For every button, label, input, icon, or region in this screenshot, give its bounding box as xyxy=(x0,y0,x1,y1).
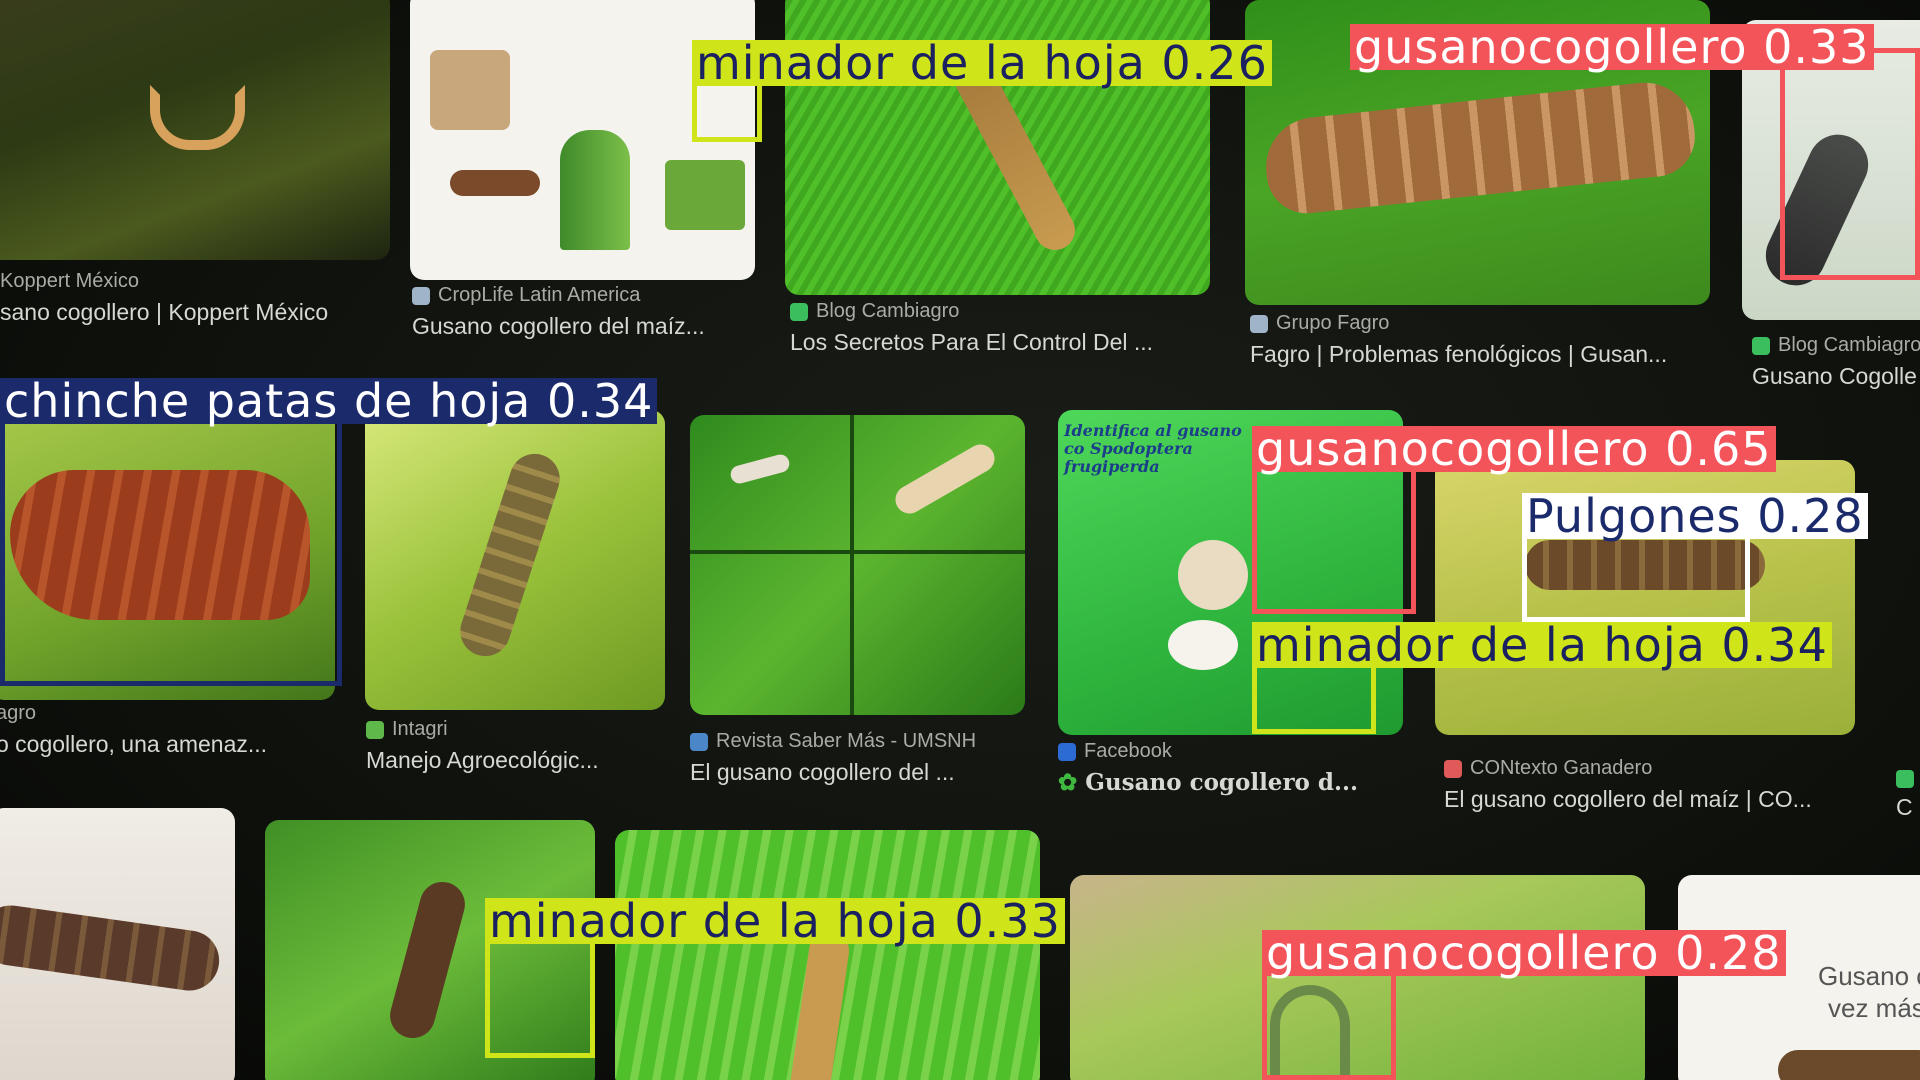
larva-figure xyxy=(1778,1050,1920,1080)
image-tile-row3-5[interactable]: Gusano c vez más xyxy=(1678,875,1920,1080)
caption-title[interactable]: Gusano cogollero del maíz... xyxy=(412,313,705,339)
caption-source: Revista Saber Más - UMSNH xyxy=(690,730,976,753)
caption-cambiagro-1: Blog Cambiagro Los Secretos Para El Cont… xyxy=(790,300,1153,356)
larva-figure xyxy=(1270,985,1350,1080)
caption-source: CONtexto Ganadero xyxy=(1444,757,1812,780)
caption-umsnh: Revista Saber Más - UMSNH El gusano cogo… xyxy=(690,730,976,786)
lifecycle-diagram xyxy=(430,50,510,130)
larva-figure xyxy=(150,85,245,150)
detection-label: minador de la hoja 0.34 xyxy=(1252,622,1832,668)
image-tile-umsnh[interactable] xyxy=(690,415,1025,715)
caption-source: CropLife Latin America xyxy=(412,284,705,307)
plant-illustration xyxy=(560,130,630,250)
caption-contexto: CONtexto Ganadero El gusano cogollero de… xyxy=(1444,757,1812,813)
doc-text-line: Gusano c xyxy=(1818,961,1920,991)
image-tile-intagri[interactable] xyxy=(365,410,665,710)
larva-figure xyxy=(728,452,792,486)
image-tile-row3-2[interactable] xyxy=(265,820,595,1080)
caption-title[interactable]: ✿ Gusano cogollero d... xyxy=(1058,769,1359,796)
caption-agro: agro o cogollero, una amenaz... xyxy=(0,702,267,758)
caption-source: Blog Cambiagro xyxy=(1752,334,1920,357)
caption-source: Intagri xyxy=(366,718,599,741)
detection-label: chinche patas de hoja 0.34 xyxy=(0,378,658,424)
image-tile-koppert[interactable] xyxy=(0,0,390,260)
larva-figure xyxy=(0,901,224,995)
detection-label: Pulgones 0.28 xyxy=(1522,493,1868,539)
detection-label: gusanocogollero 0.28 xyxy=(1262,930,1786,976)
caption-koppert: Koppert México sano cogollero | Koppert … xyxy=(0,270,328,326)
caption-title[interactable]: El gusano cogollero del ... xyxy=(690,759,955,785)
image-tile-row3-1[interactable] xyxy=(0,808,235,1080)
caption-title[interactable]: El gusano cogollero del maíz | CO... xyxy=(1444,786,1812,812)
favicon-icon xyxy=(1444,759,1462,778)
caption-source: agro xyxy=(0,702,37,724)
larva-illustration xyxy=(450,170,540,196)
caption-intagri: Intagri Manejo Agroecológic... xyxy=(366,718,599,774)
favicon-icon xyxy=(1752,336,1770,355)
caption-title[interactable]: C xyxy=(1896,794,1913,820)
image-tile-row3-3[interactable] xyxy=(615,830,1040,1080)
caption-source: Grupo Fagro xyxy=(1250,312,1667,335)
collage-divider xyxy=(850,415,854,715)
doc-text-line: vez más xyxy=(1828,993,1920,1023)
larva-figure xyxy=(1261,77,1699,218)
infographic-title: Identifica al gusano co Spodoptera frugi… xyxy=(1064,421,1242,476)
detection-label: minador de la hoja 0.26 xyxy=(692,40,1272,86)
favicon-icon xyxy=(790,302,808,321)
caption-facebook: Facebook ✿ Gusano cogollero d... xyxy=(1058,740,1358,796)
leaf-icon: ✿ xyxy=(1058,769,1086,796)
image-tile-cambiagro-2[interactable] xyxy=(1742,20,1920,320)
larva-figure xyxy=(385,876,470,1044)
larva-figure xyxy=(453,447,567,663)
caption-title[interactable]: o cogollero, una amenaz... xyxy=(0,731,268,757)
caption-title[interactable]: Manejo Agroecológic... xyxy=(366,747,599,773)
favicon-icon xyxy=(366,720,384,739)
caption-source: Koppert México xyxy=(0,270,139,292)
collage-divider xyxy=(690,550,1025,554)
favicon-icon xyxy=(1896,770,1914,788)
detection-label: gusanocogollero 0.65 xyxy=(1252,426,1776,472)
caption-title[interactable]: Gusano Cogolle xyxy=(1752,363,1917,389)
caption-source xyxy=(1896,770,1914,788)
detection-label: minador de la hoja 0.33 xyxy=(485,898,1065,944)
larva-figure xyxy=(890,439,1000,519)
facebook-icon xyxy=(1058,742,1076,761)
favicon-icon xyxy=(412,286,430,305)
caption-title[interactable]: Fagro | Problemas fenológicos | Gusan... xyxy=(1250,341,1668,367)
detection-label: gusanocogollero 0.33 xyxy=(1350,24,1874,70)
larva-figure xyxy=(788,928,852,1080)
favicon-icon xyxy=(690,732,708,751)
favicon-icon xyxy=(1250,314,1268,333)
caption-croplife: CropLife Latin America Gusano cogollero … xyxy=(412,284,705,340)
larva-figure xyxy=(1525,540,1765,590)
caption-partial: C xyxy=(1896,770,1914,821)
leaf-illustration xyxy=(665,160,745,230)
infographic-photo xyxy=(1168,620,1238,670)
larva-figure xyxy=(10,470,310,620)
infographic-photo xyxy=(1178,540,1248,610)
detection-box-gusanocogollero-1 xyxy=(1780,48,1920,280)
caption-source: Blog Cambiagro xyxy=(790,300,1153,323)
caption-title[interactable]: Los Secretos Para El Control Del ... xyxy=(790,329,1154,355)
caption-cambiagro-2: Blog Cambiagro Gusano Cogolle xyxy=(1752,334,1920,390)
caption-fagro: Grupo Fagro Fagro | Problemas fenológico… xyxy=(1250,312,1667,368)
caption-title[interactable]: sano cogollero | Koppert México xyxy=(0,299,329,325)
image-tile-agro[interactable] xyxy=(0,410,335,700)
caption-source: Facebook xyxy=(1058,740,1358,763)
image-tile-row3-4[interactable] xyxy=(1070,875,1645,1080)
